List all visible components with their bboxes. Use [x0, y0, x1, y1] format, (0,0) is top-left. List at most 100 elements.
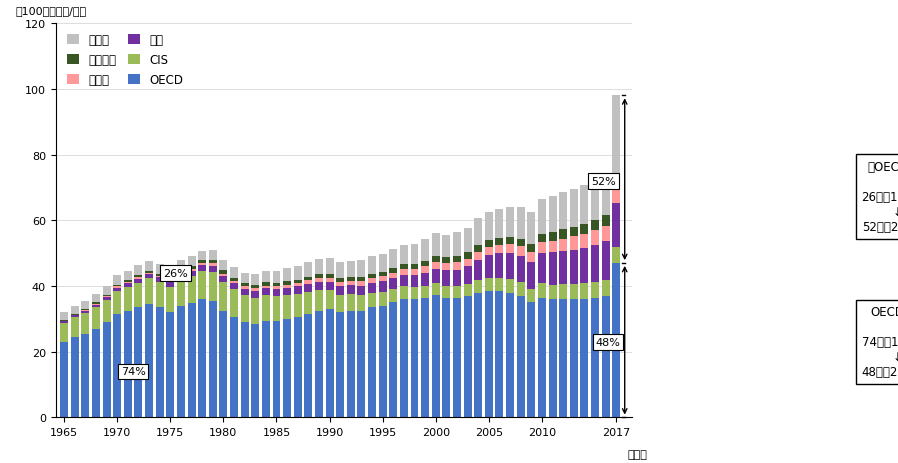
Bar [198, 266, 207, 272]
Bar [188, 276, 196, 303]
Bar [516, 282, 524, 296]
Bar [294, 266, 302, 280]
Bar [124, 282, 132, 284]
Bar [326, 291, 333, 309]
Bar [591, 180, 599, 220]
Bar [177, 275, 185, 280]
Bar [516, 208, 524, 239]
Bar [496, 238, 504, 245]
Bar [474, 281, 482, 293]
Bar [315, 259, 323, 275]
Bar [559, 230, 568, 239]
Bar [390, 303, 397, 418]
Bar [410, 275, 418, 288]
Bar [368, 274, 376, 279]
Bar [262, 283, 270, 286]
Bar [326, 258, 333, 275]
Bar [155, 276, 163, 278]
Bar [357, 295, 365, 311]
Bar [410, 244, 418, 264]
Bar [580, 299, 588, 418]
Bar [453, 298, 461, 418]
Bar [432, 263, 440, 269]
Bar [177, 280, 185, 306]
Bar [102, 297, 110, 300]
Bar [304, 277, 313, 281]
Bar [527, 213, 535, 245]
Bar [559, 300, 568, 418]
Bar [453, 263, 461, 270]
Bar [251, 285, 260, 289]
Bar [410, 264, 418, 269]
Bar [113, 291, 121, 314]
Bar [135, 275, 143, 277]
Bar [60, 320, 68, 321]
Bar [92, 329, 100, 418]
Bar [474, 260, 482, 281]
Bar [155, 278, 163, 282]
Bar [400, 287, 408, 300]
Bar [82, 334, 90, 418]
Bar [262, 321, 270, 418]
Bar [113, 288, 121, 291]
Bar [315, 282, 323, 291]
Bar [421, 267, 429, 273]
Bar [357, 261, 365, 277]
Bar [177, 270, 185, 273]
Bar [102, 295, 110, 296]
Bar [421, 286, 429, 298]
Bar [496, 278, 504, 291]
Bar [102, 322, 110, 418]
Text: 48%: 48% [595, 337, 621, 347]
Bar [145, 279, 153, 305]
Bar [516, 239, 524, 246]
Bar [379, 306, 387, 418]
Bar [230, 278, 238, 281]
Bar [272, 271, 280, 283]
Bar [102, 300, 110, 322]
Bar [336, 279, 344, 283]
Bar [432, 284, 440, 295]
Bar [241, 287, 249, 289]
Bar [379, 277, 387, 282]
Bar [155, 274, 163, 276]
Bar [145, 273, 153, 275]
Bar [410, 300, 418, 418]
Bar [538, 243, 546, 254]
Bar [124, 281, 132, 282]
Legend: その他, ブラジル, インド, 中国, CIS, OECD: その他, ブラジル, インド, 中国, CIS, OECD [67, 34, 183, 87]
Bar [602, 216, 610, 226]
Bar [71, 337, 79, 418]
Bar [602, 173, 610, 216]
Bar [368, 308, 376, 418]
Bar [485, 279, 493, 291]
Bar [209, 272, 216, 301]
Bar [474, 218, 482, 245]
Bar [124, 288, 132, 311]
Bar [357, 277, 365, 282]
Bar [463, 284, 471, 296]
Bar [453, 286, 461, 298]
Bar [549, 241, 557, 253]
Bar [102, 296, 110, 297]
Bar [390, 269, 397, 273]
Bar [379, 254, 387, 272]
Bar [559, 239, 568, 251]
Bar [400, 269, 408, 275]
Bar [400, 246, 408, 264]
Bar [357, 311, 365, 418]
Bar [241, 322, 249, 418]
Bar [336, 287, 344, 295]
Bar [400, 275, 408, 287]
Bar [496, 254, 504, 278]
Bar [516, 296, 524, 418]
Bar [463, 296, 471, 418]
Bar [463, 259, 471, 267]
Bar [506, 293, 514, 418]
Bar [421, 239, 429, 262]
Bar [188, 269, 196, 271]
Bar [580, 248, 588, 283]
Bar [166, 287, 174, 313]
Bar [559, 193, 568, 230]
Bar [262, 286, 270, 289]
